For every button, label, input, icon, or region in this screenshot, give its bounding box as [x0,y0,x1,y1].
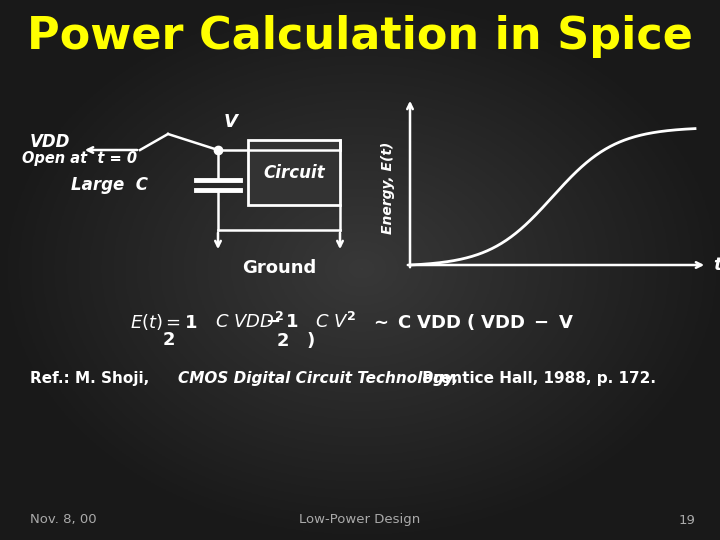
Bar [248,140,340,205]
Text: t: t [713,256,720,274]
Text: Prentice Hall, 1988, p. 172.: Prentice Hall, 1988, p. 172. [417,370,656,386]
Text: Nov. 8, 00: Nov. 8, 00 [30,514,96,526]
Text: Circuit: Circuit [263,164,325,181]
Text: $C\ V^{\mathbf{2}}$: $C\ V^{\mathbf{2}}$ [315,312,356,332]
Text: V: V [224,113,238,131]
Text: VDD: VDD [30,133,71,151]
Text: Low-Power Design: Low-Power Design [300,514,420,526]
Text: $E(t) = \mathbf{1}$: $E(t) = \mathbf{1}$ [130,312,198,332]
Text: Energy, E(t): Energy, E(t) [381,141,395,234]
Text: Ref.: M. Shoji,: Ref.: M. Shoji, [30,370,155,386]
Text: $\mathbf{2\ \ \ )}$: $\mathbf{2\ \ \ )}$ [276,330,315,350]
Text: $C\ VDD^{\mathbf{2}}$: $C\ VDD^{\mathbf{2}}$ [215,312,284,332]
Text: CMOS Digital Circuit Technology,: CMOS Digital Circuit Technology, [178,370,459,386]
Text: Open at  t = 0: Open at t = 0 [22,152,137,166]
Text: Power Calculation in Spice: Power Calculation in Spice [27,16,693,58]
Text: Ground: Ground [242,259,316,277]
Text: $\mathbf{\sim\ C\ VDD\ (\ VDD\ -\ V}$: $\mathbf{\sim\ C\ VDD\ (\ VDD\ -\ V}$ [370,312,574,332]
Text: $\mathbf{2}$: $\mathbf{2}$ [161,331,174,349]
Text: $\mathbf{-\ 1}$: $\mathbf{-\ 1}$ [265,313,300,331]
Text: Large  C: Large C [71,176,148,194]
Text: 19: 19 [678,514,695,526]
